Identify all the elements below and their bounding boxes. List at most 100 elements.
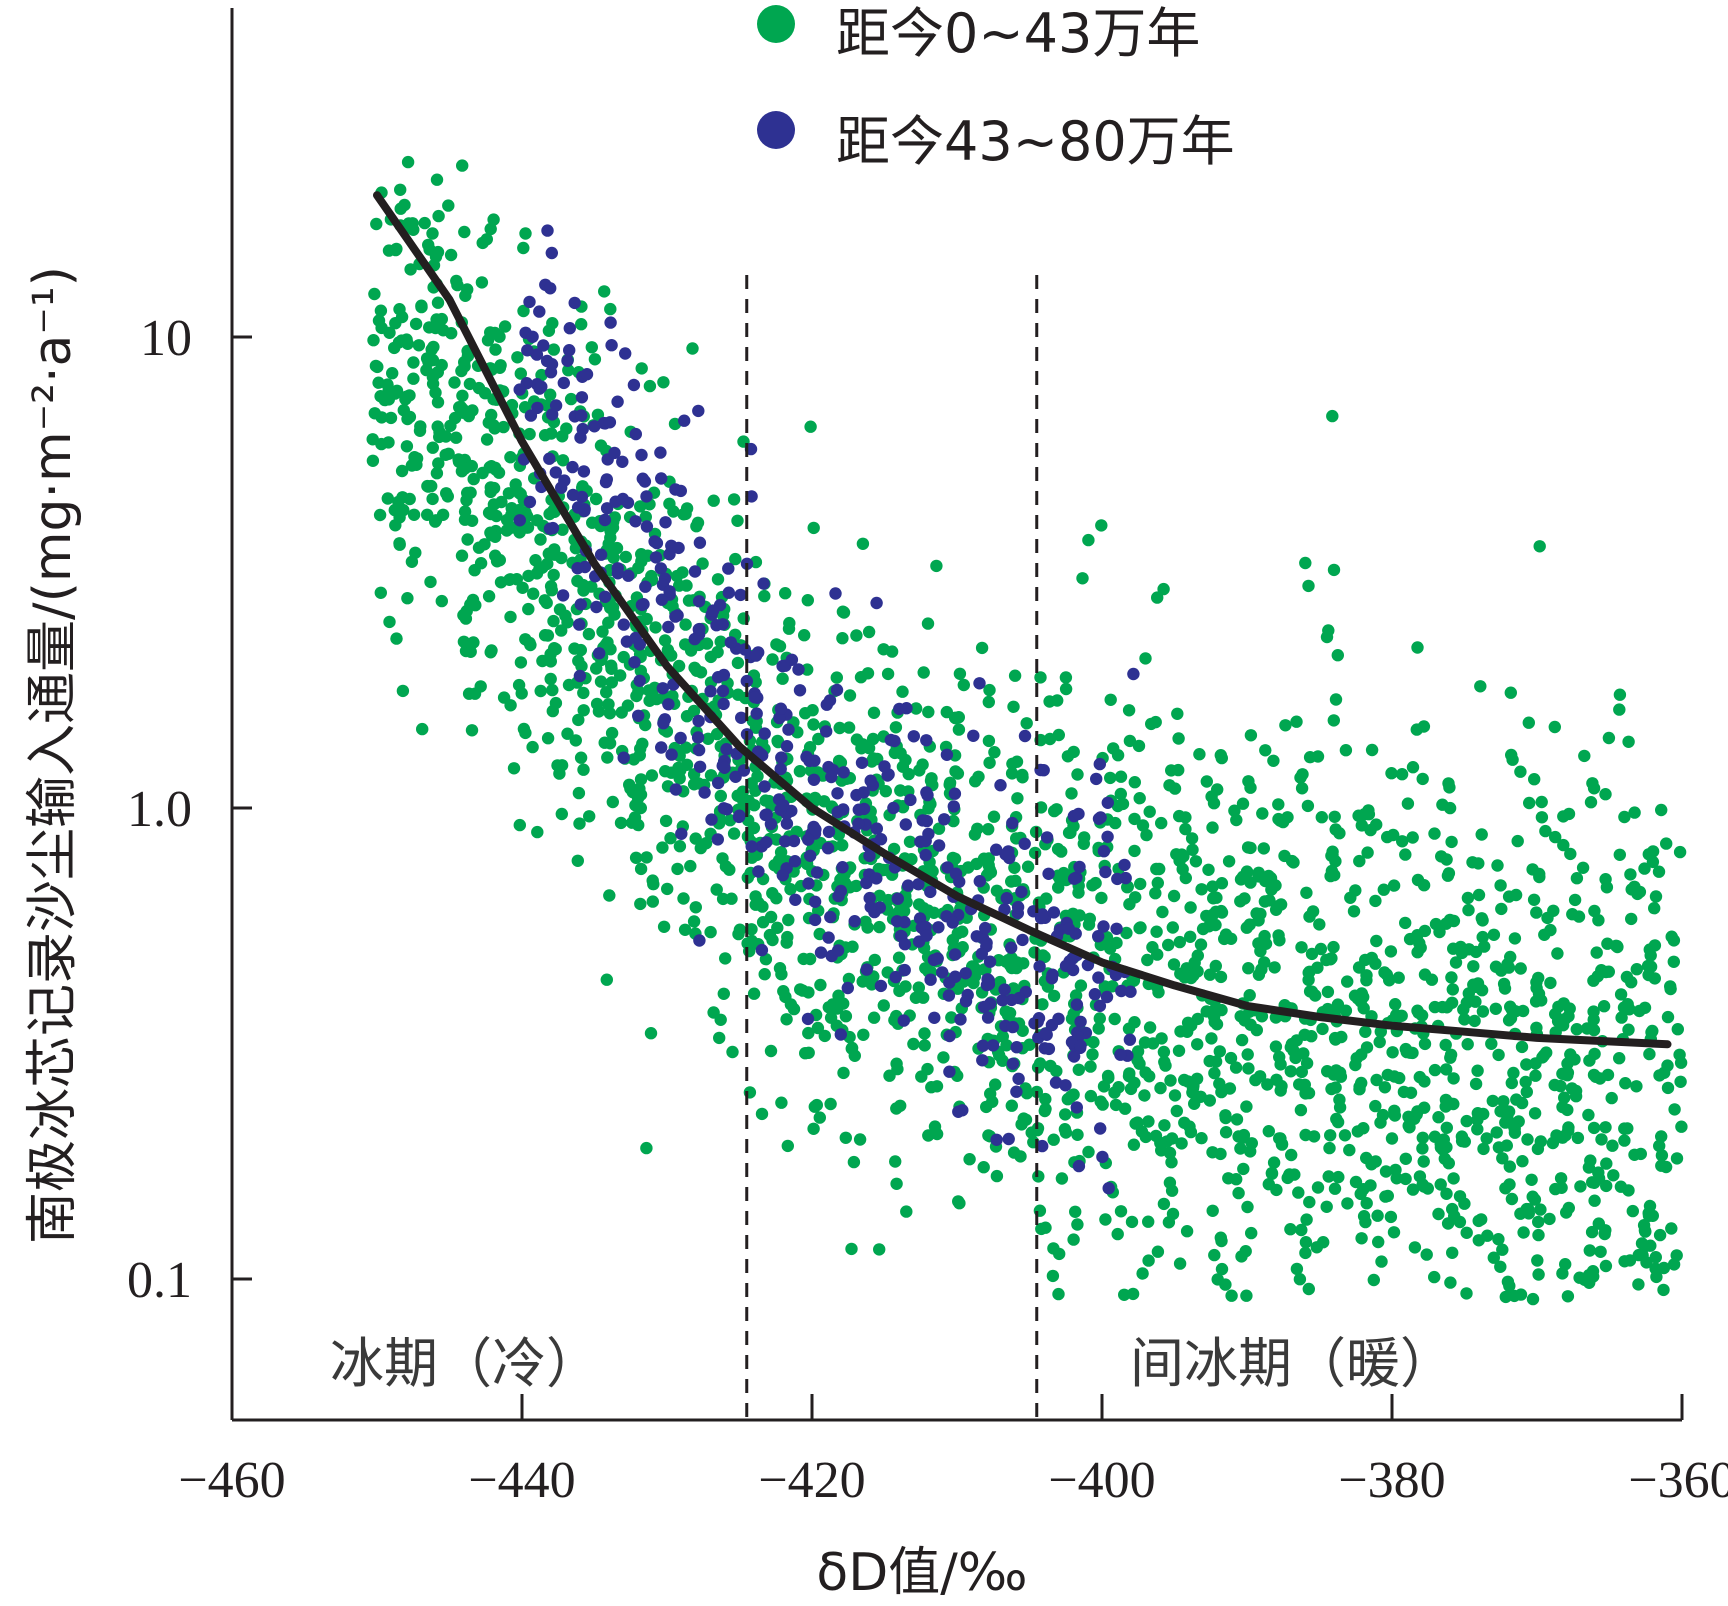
data-point <box>1411 1004 1424 1017</box>
data-point <box>1652 865 1666 878</box>
data-point <box>451 278 464 292</box>
data-point <box>1074 979 1088 992</box>
data-point <box>1064 1090 1077 1103</box>
data-point <box>948 787 962 800</box>
data-point <box>1236 797 1250 810</box>
data-point <box>809 823 822 836</box>
data-point <box>1395 768 1409 781</box>
data-point <box>1067 820 1080 833</box>
data-point <box>1214 749 1228 762</box>
data-point <box>386 367 399 380</box>
data-point <box>918 1027 931 1040</box>
data-point <box>458 225 471 239</box>
data-point <box>1168 1089 1182 1102</box>
data-point <box>1173 935 1187 949</box>
data-point <box>460 604 473 618</box>
data-point <box>1269 879 1282 892</box>
data-point <box>920 929 933 942</box>
data-point <box>1305 1030 1318 1043</box>
data-point <box>1302 1282 1316 1296</box>
data-point <box>1046 968 1059 981</box>
data-point <box>556 454 570 467</box>
data-point <box>1317 1236 1330 1249</box>
x-tick-label: −420 <box>758 1452 865 1509</box>
data-point <box>611 395 624 408</box>
data-point <box>977 852 991 865</box>
data-point <box>688 565 702 578</box>
data-point <box>783 616 796 630</box>
data-point <box>1442 1157 1456 1170</box>
data-point <box>1284 1065 1298 1078</box>
data-point <box>1530 981 1543 995</box>
data-point <box>932 839 946 852</box>
data-point <box>920 786 933 799</box>
data-point <box>1509 1005 1522 1018</box>
data-point <box>799 707 812 720</box>
data-point <box>1209 959 1223 973</box>
data-point <box>1270 1073 1283 1087</box>
data-point <box>1167 958 1181 971</box>
data-point <box>650 536 664 550</box>
data-point <box>394 183 407 196</box>
data-point <box>976 1054 989 1067</box>
data-point <box>615 706 628 719</box>
data-point <box>837 803 850 816</box>
data-point <box>481 334 495 347</box>
data-point <box>1561 1290 1575 1303</box>
data-point <box>1326 409 1339 423</box>
data-point <box>1499 1290 1513 1304</box>
data-point <box>977 1161 990 1174</box>
data-point <box>1623 1003 1636 1016</box>
data-point <box>1445 971 1458 984</box>
data-point <box>1244 729 1258 742</box>
data-point <box>1274 1058 1287 1071</box>
data-point <box>468 687 482 700</box>
data-point <box>986 1095 999 1109</box>
data-point <box>646 874 659 887</box>
data-point <box>1239 1245 1252 1258</box>
data-point <box>803 952 817 966</box>
data-point <box>1418 1037 1432 1051</box>
data-point <box>820 725 833 738</box>
data-point <box>555 481 568 494</box>
data-point <box>1635 1237 1649 1250</box>
data-point <box>1333 1101 1347 1114</box>
data-point <box>1653 1069 1666 1082</box>
data-point <box>774 702 788 715</box>
data-point <box>1245 1226 1258 1240</box>
data-point <box>1466 856 1479 869</box>
data-point <box>1655 1159 1668 1172</box>
data-point <box>1535 811 1549 824</box>
data-point <box>1532 1268 1545 1281</box>
data-point <box>588 353 602 366</box>
data-point <box>619 347 632 360</box>
data-point <box>1046 1269 1060 1283</box>
data-point <box>1087 1036 1100 1049</box>
data-point <box>1132 739 1146 753</box>
data-point <box>1272 929 1285 942</box>
data-point <box>1442 867 1456 880</box>
data-point <box>692 595 706 608</box>
data-point <box>1059 671 1073 684</box>
data-point <box>1425 973 1439 986</box>
data-point <box>663 585 676 598</box>
data-point <box>1504 686 1518 699</box>
data-point <box>1111 799 1125 813</box>
data-point <box>1321 1065 1334 1078</box>
data-point <box>777 985 790 998</box>
data-point <box>862 625 876 639</box>
data-point <box>649 621 662 634</box>
data-point <box>511 351 524 364</box>
data-point <box>1121 881 1134 894</box>
data-point <box>1186 1086 1199 1099</box>
data-point <box>690 664 703 677</box>
data-point <box>604 302 617 316</box>
data-point <box>1097 845 1111 858</box>
data-point <box>1108 1012 1121 1026</box>
data-point <box>1328 868 1341 882</box>
data-point <box>556 589 570 602</box>
data-point <box>599 475 613 489</box>
data-point <box>441 490 454 503</box>
data-point <box>1461 1038 1474 1051</box>
data-point <box>956 1104 969 1117</box>
